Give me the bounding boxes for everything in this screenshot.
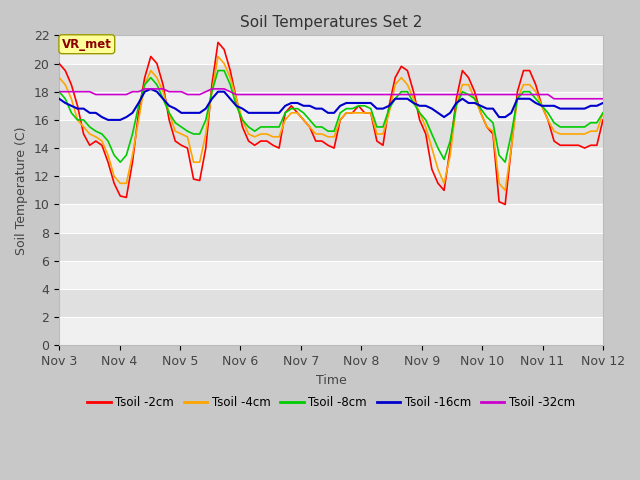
Tsoil -8cm — [532, 96, 540, 102]
Tsoil -16cm — [147, 86, 155, 92]
Tsoil -2cm — [214, 39, 222, 45]
Tsoil -2cm — [501, 202, 509, 207]
Tsoil -16cm — [599, 100, 607, 106]
Text: VR_met: VR_met — [62, 38, 112, 51]
Tsoil -32cm — [513, 92, 521, 97]
Tsoil -2cm — [587, 143, 595, 148]
Tsoil -32cm — [440, 92, 448, 97]
Tsoil -8cm — [520, 89, 527, 95]
Tsoil -4cm — [214, 54, 222, 60]
Bar — [59, 289, 603, 317]
Tsoil -16cm — [446, 110, 454, 116]
Title: Soil Temperatures Set 2: Soil Temperatures Set 2 — [240, 15, 422, 30]
Bar — [59, 63, 603, 92]
Tsoil -4cm — [587, 128, 595, 134]
Tsoil -8cm — [446, 138, 454, 144]
Tsoil -8cm — [232, 103, 240, 108]
Bar — [59, 176, 603, 204]
Tsoil -8cm — [214, 68, 222, 73]
Tsoil -16cm — [104, 117, 112, 123]
Tsoil -32cm — [141, 86, 148, 92]
Tsoil -2cm — [520, 68, 527, 73]
Bar — [59, 148, 603, 176]
Tsoil -16cm — [232, 103, 240, 108]
Tsoil -4cm — [520, 82, 527, 87]
Tsoil -8cm — [116, 159, 124, 165]
Tsoil -8cm — [599, 110, 607, 116]
Tsoil -4cm — [227, 75, 234, 81]
Tsoil -4cm — [55, 75, 63, 81]
Tsoil -4cm — [599, 110, 607, 116]
Bar — [59, 261, 603, 289]
Bar — [59, 92, 603, 120]
Y-axis label: Soil Temperature (C): Soil Temperature (C) — [15, 126, 28, 254]
Bar — [59, 233, 603, 261]
Line: Tsoil -16cm: Tsoil -16cm — [59, 89, 603, 120]
Tsoil -16cm — [587, 103, 595, 108]
Bar — [59, 36, 603, 63]
Bar — [59, 120, 603, 148]
Tsoil -4cm — [440, 180, 448, 186]
Tsoil -2cm — [532, 82, 540, 87]
Tsoil -4cm — [501, 188, 509, 193]
Tsoil -2cm — [599, 117, 607, 123]
Tsoil -2cm — [227, 68, 234, 73]
Tsoil -32cm — [550, 96, 558, 102]
Tsoil -2cm — [129, 159, 136, 165]
Line: Tsoil -4cm: Tsoil -4cm — [59, 57, 603, 191]
Tsoil -8cm — [135, 103, 143, 108]
Tsoil -16cm — [55, 96, 63, 102]
X-axis label: Time: Time — [316, 374, 346, 387]
Tsoil -32cm — [599, 96, 607, 102]
Tsoil -8cm — [55, 89, 63, 95]
Tsoil -16cm — [520, 96, 527, 102]
Line: Tsoil -2cm: Tsoil -2cm — [59, 42, 603, 204]
Tsoil -2cm — [55, 60, 63, 66]
Tsoil -16cm — [135, 100, 143, 106]
Tsoil -32cm — [227, 89, 234, 95]
Legend: Tsoil -2cm, Tsoil -4cm, Tsoil -8cm, Tsoil -16cm, Tsoil -32cm: Tsoil -2cm, Tsoil -4cm, Tsoil -8cm, Tsoi… — [83, 392, 580, 414]
Tsoil -4cm — [532, 89, 540, 95]
Tsoil -4cm — [129, 152, 136, 158]
Bar — [59, 204, 603, 233]
Tsoil -32cm — [587, 96, 595, 102]
Tsoil -8cm — [587, 120, 595, 126]
Bar — [59, 317, 603, 346]
Tsoil -2cm — [440, 188, 448, 193]
Line: Tsoil -32cm: Tsoil -32cm — [59, 89, 603, 99]
Tsoil -32cm — [55, 89, 63, 95]
Tsoil -16cm — [532, 100, 540, 106]
Tsoil -32cm — [129, 89, 136, 95]
Tsoil -32cm — [526, 92, 534, 97]
Line: Tsoil -8cm: Tsoil -8cm — [59, 71, 603, 162]
